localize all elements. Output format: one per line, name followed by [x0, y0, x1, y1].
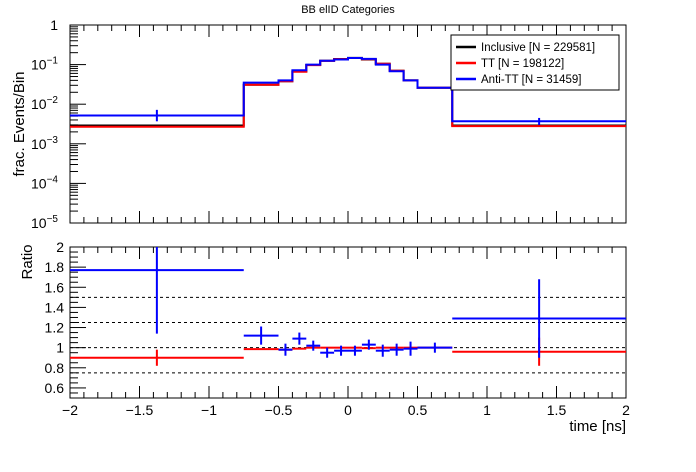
x-axis-label: time [ns]: [569, 418, 626, 435]
ratio-y-tick-label: 0.6: [45, 380, 65, 396]
x-tick-label: 1: [483, 402, 491, 418]
legend-entry: TT [N = 198122]: [481, 58, 564, 70]
top-ticks: [69, 24, 627, 224]
x-tick-label: 2: [622, 402, 630, 418]
x-tick-label: 1.5: [547, 402, 567, 418]
ratio-y-tick-label: 2: [56, 239, 64, 255]
ratio-y-axis-label: Ratio: [19, 244, 36, 279]
ratio-ticks: [69, 246, 627, 399]
legend: Inclusive [N = 229581] TT [N = 198122] Ant…: [450, 34, 620, 91]
top-y-tick-label: 10−5: [31, 214, 58, 231]
ratio-y-tick-labels: 0.6 0.8 1 1.2 1.4 1.6 1.8 2: [45, 239, 65, 396]
legend-entry: Anti-TT [N = 31459]: [481, 74, 581, 86]
ratio-y-tick-label: 1.4: [45, 299, 65, 315]
top-y-tick-label: 10−3: [31, 135, 58, 152]
top-series-line: [70, 56, 626, 123]
ratio-y-tick-label: 1.6: [45, 279, 65, 295]
x-tick-label: 0: [344, 402, 352, 418]
legend-box: [450, 34, 620, 91]
top-y-tick-label: 10−1: [31, 56, 58, 73]
ratio-y-tick-label: 1.8: [45, 259, 65, 275]
top-y-tick-labels: 10−5 10−4 10−3 10−2 10−1 1: [31, 17, 58, 231]
top-y-tick-label: 10−4: [31, 174, 58, 191]
x-tick-label: −1: [201, 402, 217, 418]
ratio-series-group: [70, 247, 626, 366]
top-y-tick-label: 10−2: [31, 95, 58, 112]
chart-title: BB elID Categories: [301, 4, 395, 16]
x-tick-labels: −2 −1.5 −1 −0.5 0 0.5 1 1.5 2: [62, 402, 630, 418]
ratio-y-tick-label: 1.2: [45, 320, 65, 336]
top-panel: 10−5 10−4 10−3 10−2 10−1 1 frac. Events/Bin I…: [11, 17, 627, 231]
top-series-group: [70, 56, 626, 128]
x-tick-label: −0.5: [265, 402, 293, 418]
ratio-y-tick-label: 0.8: [45, 360, 65, 376]
x-tick-label: 0.5: [408, 402, 428, 418]
legend-entry: Inclusive [N = 229581]: [481, 42, 595, 54]
x-tick-label: −1.5: [126, 402, 154, 418]
ratio-panel: 0.6 0.8 1 1.2 1.4 1.6 1.8 2 −2 −1.5 −1 −0.5 0 0.5 1 1.…: [19, 239, 630, 435]
ratio-y-tick-label: 1: [56, 340, 64, 356]
top-y-tick-label: 1: [50, 17, 58, 33]
x-tick-label: −2: [62, 402, 78, 418]
top-y-axis-label: frac. Events/Bin: [11, 71, 28, 176]
